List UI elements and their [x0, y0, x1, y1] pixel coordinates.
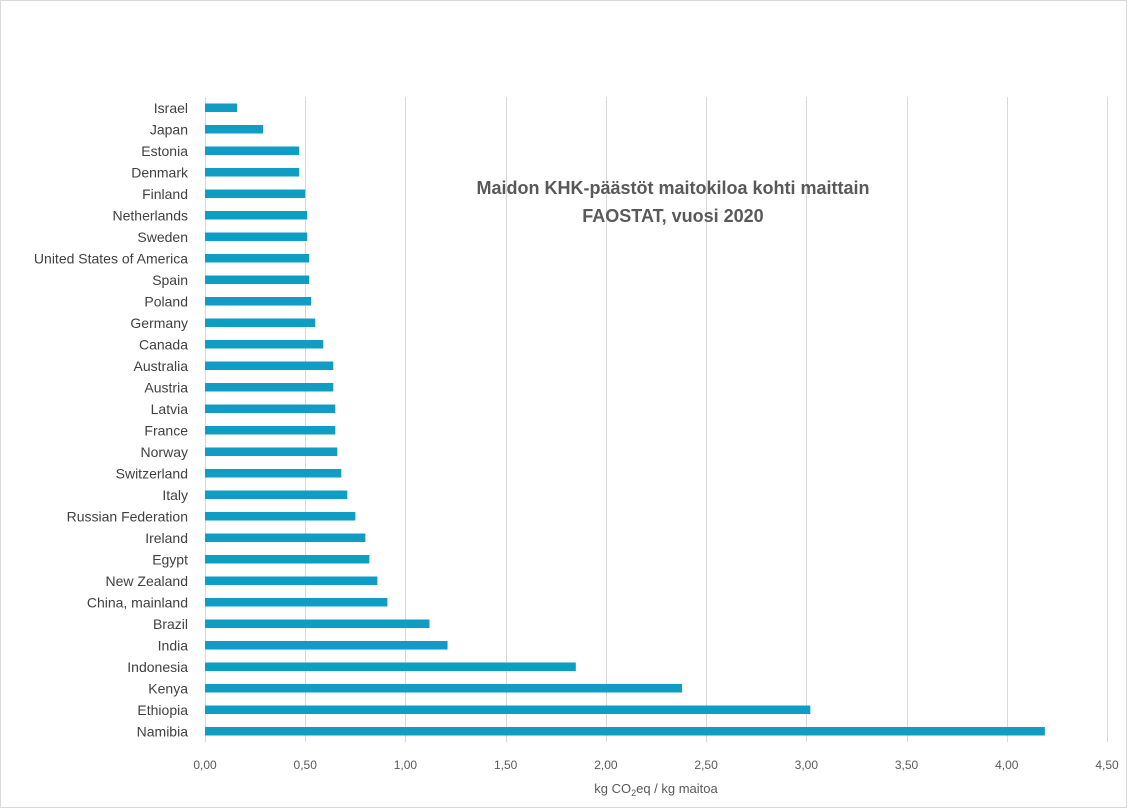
- category-label: Germany: [130, 315, 188, 331]
- bar: [205, 297, 312, 306]
- category-label: Israel: [154, 100, 188, 116]
- category-label: India: [158, 637, 189, 653]
- category-label: Norway: [141, 444, 188, 460]
- bar: [205, 254, 310, 263]
- x-tick-label: 4,50: [1095, 758, 1119, 772]
- bar: [205, 684, 683, 693]
- x-tick-label: 3,00: [795, 758, 819, 772]
- chart-title-line-2: FAOSTAT, vuosi 2020: [582, 206, 763, 226]
- bar: [205, 619, 430, 628]
- category-label: Ethiopia: [137, 702, 188, 718]
- bar: [205, 469, 342, 478]
- category-label: Russian Federation: [67, 508, 188, 524]
- x-axis-title: kg CO2eq / kg maitoa: [594, 781, 718, 798]
- x-axis-title-suffix: eq / kg maitoa: [636, 781, 718, 796]
- category-label: Brazil: [153, 616, 188, 632]
- x-tick-label: 0,00: [193, 758, 217, 772]
- category-labels: Israel Japan Estonia Denmark Finland Netherla…: [34, 100, 189, 740]
- category-label: China, mainland: [87, 594, 188, 610]
- bar: [205, 211, 308, 220]
- x-tick-label: 3,50: [895, 758, 919, 772]
- bar: [205, 318, 316, 327]
- category-label: Namibia: [137, 723, 189, 739]
- bar: [205, 447, 338, 456]
- gridlines: [205, 97, 1108, 742]
- category-label: Netherlands: [113, 207, 189, 223]
- bar: [205, 189, 306, 198]
- category-label: Poland: [144, 293, 188, 309]
- bar: [205, 168, 300, 177]
- category-label: Estonia: [141, 143, 188, 159]
- category-label: Canada: [139, 336, 188, 352]
- bar: [205, 555, 370, 564]
- category-label: Denmark: [131, 164, 189, 180]
- bar: [205, 232, 308, 241]
- bar: [205, 383, 334, 392]
- bar: [205, 490, 348, 499]
- chart-title-line-1: Maidon KHK-päästöt maitokiloa kohti mait…: [476, 178, 869, 198]
- bar: [205, 426, 336, 435]
- bar: [205, 576, 378, 585]
- category-label: Austria: [144, 379, 188, 395]
- bars: [205, 103, 1045, 736]
- category-label: Spain: [152, 272, 188, 288]
- category-label: Finland: [142, 186, 188, 202]
- category-label: Japan: [150, 121, 188, 137]
- category-label: United States of America: [34, 250, 188, 266]
- bar: [205, 641, 448, 650]
- category-label: Indonesia: [127, 659, 188, 675]
- x-tick-label: 2,50: [694, 758, 718, 772]
- x-tick-label: 1,50: [494, 758, 518, 772]
- category-label: France: [144, 422, 188, 438]
- category-label: New Zealand: [106, 573, 189, 589]
- bar: [205, 146, 300, 155]
- bar: [205, 275, 310, 284]
- bar: [205, 705, 811, 714]
- category-label: Switzerland: [116, 465, 188, 481]
- category-label: Kenya: [148, 680, 188, 696]
- x-tick-label: 0,50: [294, 758, 318, 772]
- bar: [205, 533, 366, 542]
- bar: [205, 662, 576, 671]
- bar: [205, 727, 1045, 736]
- category-label: Latvia: [151, 401, 189, 417]
- bar: [205, 361, 334, 370]
- bar: [205, 103, 238, 112]
- x-tick-label: 2,00: [594, 758, 618, 772]
- x-tick-label: 4,00: [995, 758, 1019, 772]
- category-label: Ireland: [145, 530, 188, 546]
- bar: [205, 598, 388, 607]
- x-tick-labels: 0,00 0,50 1,00 1,50 2,00 2,50 3,00 3,50 4,00 4,50: [193, 758, 1119, 772]
- bar: [205, 340, 324, 349]
- category-label: Egypt: [152, 551, 188, 567]
- bar: [205, 512, 356, 521]
- x-axis-title-prefix: kg CO: [594, 781, 631, 796]
- bar: [205, 404, 336, 413]
- bar: [205, 125, 264, 134]
- category-label: Italy: [162, 487, 188, 503]
- category-label: Australia: [134, 358, 189, 374]
- x-tick-label: 1,00: [394, 758, 418, 772]
- category-label: Sweden: [137, 229, 188, 245]
- x-axis-title-subscript: 2: [631, 788, 636, 798]
